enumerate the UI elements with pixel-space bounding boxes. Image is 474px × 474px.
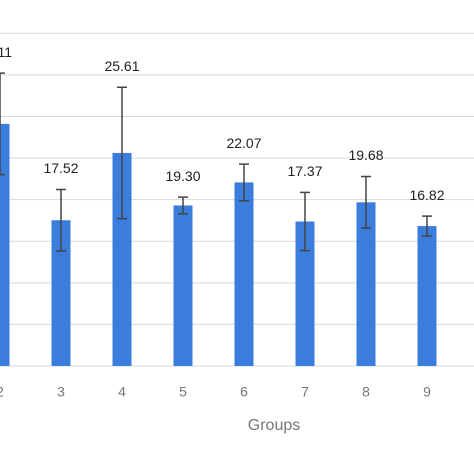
x-tick-label: 2 [0,384,4,400]
value-label: 17.37 [287,163,322,179]
x-tick-label: 7 [301,384,309,400]
bar [173,205,193,366]
value-label: 19.68 [348,147,383,163]
x-tick-label: 9 [423,384,431,400]
error-bar [239,163,249,202]
bar [112,152,132,366]
bar [0,123,10,366]
x-tick-label: 6 [240,384,248,400]
error-bar [178,196,188,215]
x-tick-label: 3 [57,384,65,400]
bar [234,182,254,366]
value-label: 29.11 [0,44,12,60]
value-label: 19.30 [165,168,200,184]
x-tick-label: 4 [118,384,126,400]
error-bar [56,188,66,252]
error-bar [361,175,371,229]
error-bar [0,72,5,176]
value-label: 17.52 [43,160,78,176]
value-label: 22.07 [226,135,261,151]
x-tick-label: 5 [179,384,187,400]
error-bar [117,86,127,220]
value-label: 25.61 [104,58,139,74]
value-label: 16.82 [409,187,444,203]
bar [417,226,437,366]
error-bar [300,191,310,252]
bar [51,220,71,366]
bar [356,202,376,366]
bar [295,221,315,366]
error-bar [422,215,432,237]
x-axis-label: Groups [248,417,300,434]
x-tick-label: 8 [362,384,370,400]
